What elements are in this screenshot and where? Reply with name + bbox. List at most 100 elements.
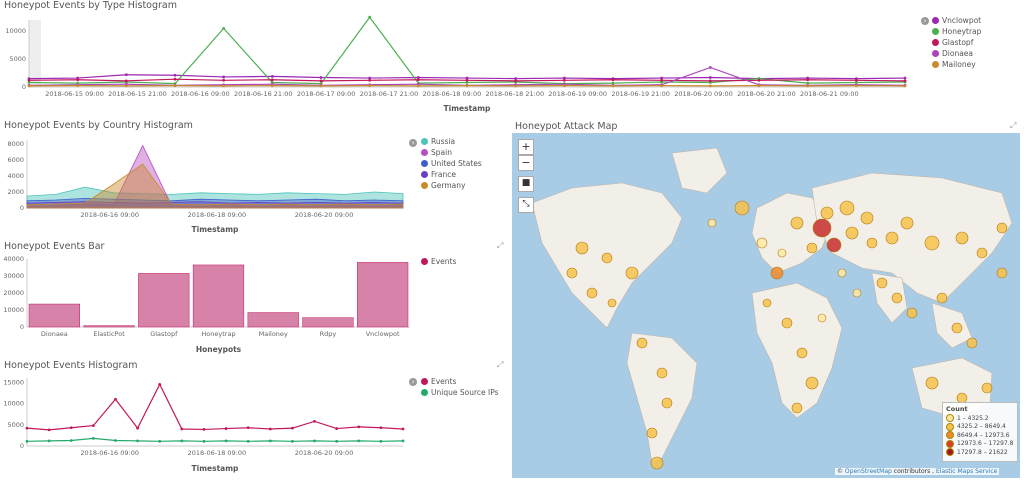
attack-bubble	[791, 217, 803, 229]
legend-item[interactable]: United States	[421, 158, 482, 169]
x-tick-label: 2018-06-15 21:00	[108, 90, 167, 98]
data-point	[320, 79, 323, 82]
bar-honeytrap	[193, 265, 244, 327]
attack-bubble	[626, 267, 638, 279]
y-tick-label: 30000	[3, 272, 24, 280]
legend-item[interactable]: Germany	[421, 180, 482, 191]
data-point	[174, 74, 177, 77]
y-tick-label: 15000	[3, 378, 24, 386]
expand-icon[interactable]: ⤢	[1010, 121, 1016, 131]
map-legend-swatch-icon	[946, 440, 954, 448]
x-tick-label: 2018-06-20 21:00	[737, 90, 796, 98]
data-point	[563, 84, 566, 87]
data-point	[247, 426, 250, 429]
data-point	[76, 84, 79, 87]
data-point	[26, 440, 29, 443]
y-tick-label: 0	[20, 442, 24, 450]
attack-bubble	[861, 212, 873, 224]
attack-bubble	[886, 232, 898, 244]
legend-item[interactable]: Dionaea	[932, 48, 981, 59]
legend-item[interactable]: Mailoney	[932, 59, 981, 70]
data-point	[402, 428, 405, 431]
attack-bubble	[807, 243, 817, 253]
data-point	[203, 428, 206, 431]
y-tick-label: 2000	[7, 188, 24, 196]
attack-bubble	[997, 268, 1007, 278]
legend-item[interactable]: Unique Source IPs	[421, 387, 499, 398]
attack-bubble	[651, 457, 663, 469]
legend-swatch-icon	[421, 149, 428, 156]
legend-label: Honeytrap	[942, 27, 981, 36]
data-point	[92, 424, 95, 427]
x-tick-label: 2018-06-18 09:00	[188, 211, 247, 219]
attack-bubble	[907, 308, 917, 318]
legend-item[interactable]: Russia	[421, 136, 482, 147]
x-tick-label: 2018-06-20 09:00	[295, 449, 354, 457]
legend-item[interactable]: France	[421, 169, 482, 180]
attack-bubble	[806, 377, 818, 389]
x-tick-label: Honeytrap	[201, 330, 235, 338]
x-tick-label: 2018-06-16 09:00	[80, 211, 139, 219]
data-point	[174, 78, 177, 81]
bar-elasticpot	[84, 326, 135, 327]
legend-swatch-icon	[421, 171, 428, 178]
zoom-in-button[interactable]: +	[518, 139, 534, 155]
legend-label: Unique Source IPs	[431, 388, 499, 397]
map-legend-item: 12973.6 – 17297.8	[946, 440, 1014, 449]
legend-item[interactable]: Events	[421, 256, 456, 267]
map-legend-item: 17297.8 – 21622	[946, 448, 1014, 457]
attack-bubble	[937, 293, 947, 303]
legend-item[interactable]: Glastopf	[932, 37, 981, 48]
data-point	[28, 84, 31, 87]
expand-icon[interactable]: ⤢	[497, 360, 503, 370]
data-point	[158, 440, 161, 443]
legend-toggle-icon[interactable]: ›	[409, 139, 417, 147]
data-point	[70, 426, 73, 429]
attack-bubble	[576, 242, 588, 254]
legend-item[interactable]: Honeytrap	[932, 26, 981, 37]
attack-bubble	[867, 238, 877, 248]
data-point	[417, 78, 420, 81]
data-point	[271, 75, 274, 78]
legend-swatch-icon	[421, 389, 428, 396]
y-tick-label: 0	[22, 83, 26, 91]
legend-label: France	[431, 170, 456, 179]
legend-swatch-icon	[932, 50, 939, 57]
fit-bounds-button[interactable]: ⤡	[518, 197, 534, 213]
data-point	[758, 84, 761, 87]
attack-bubble	[877, 278, 887, 288]
series-line-honeytrap	[29, 17, 905, 83]
y-tick-label: 40000	[3, 255, 24, 263]
attack-bubble	[647, 428, 657, 438]
data-point	[222, 27, 225, 30]
x-tick-label: 2018-06-15 09:00	[45, 90, 104, 98]
osm-link[interactable]: OpenStreetMap	[845, 468, 892, 475]
legend-toggle-icon[interactable]: ›	[921, 17, 929, 25]
data-point	[269, 428, 272, 431]
legend-label: Events	[431, 257, 456, 266]
attack-bubble	[838, 269, 846, 277]
legend-item[interactable]: Spain	[421, 147, 482, 158]
legend-toggle-icon[interactable]: ›	[409, 378, 417, 386]
legend-item[interactable]: Vnclowpot	[932, 15, 981, 26]
legend-item[interactable]: Events	[421, 376, 499, 387]
data-point	[320, 84, 323, 87]
ems-link[interactable]: Elastic Maps Service	[936, 468, 997, 475]
attack-bubble	[567, 268, 577, 278]
attack-bubble	[608, 299, 616, 307]
data-point	[48, 428, 51, 431]
legend-swatch-icon	[932, 61, 939, 68]
draw-rectangle-button[interactable]: ■	[518, 176, 534, 192]
zoom-out-button[interactable]: −	[518, 155, 534, 171]
map-legend-title: Count	[946, 405, 1014, 413]
map-legend-label: 8649.4 – 12973.6	[957, 432, 1010, 439]
data-point	[48, 440, 51, 443]
expand-icon[interactable]: ⤢	[497, 241, 503, 251]
y-tick-label: 0	[20, 204, 24, 212]
data-point	[758, 79, 761, 82]
